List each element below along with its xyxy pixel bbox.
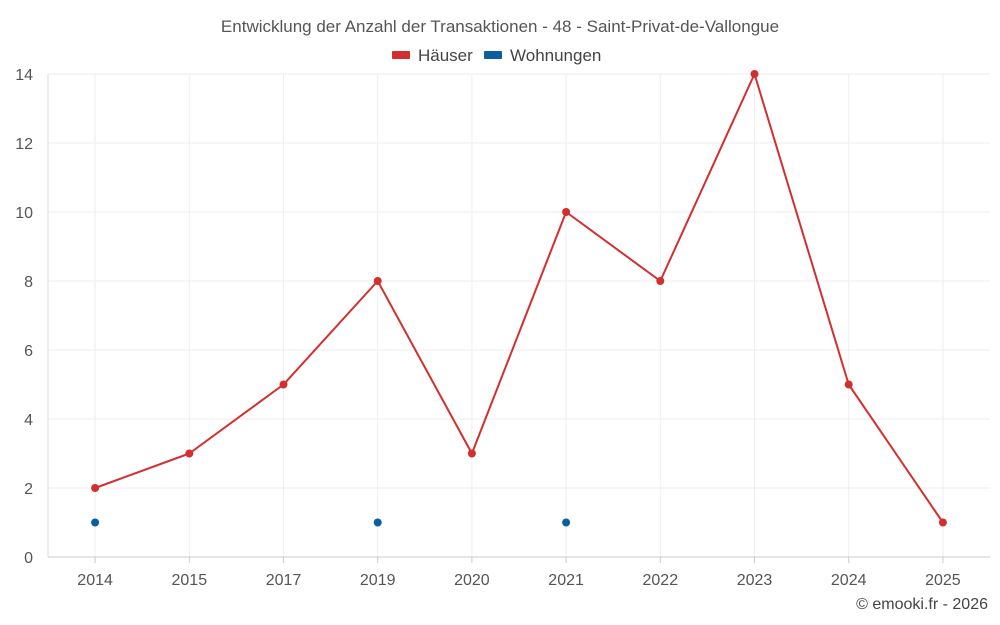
series-layer xyxy=(91,70,947,527)
legend-item-wohnungen[interactable]: Wohnungen xyxy=(484,46,601,65)
legend-label-haeuser: Häuser xyxy=(418,46,473,65)
data-point-wohnungen-2021[interactable] xyxy=(562,518,571,527)
legend-label-wohnungen: Wohnungen xyxy=(510,46,601,65)
y-tick-label-2: 2 xyxy=(24,481,33,498)
y-tick-label-6: 6 xyxy=(24,343,33,360)
y-tick-label-12: 12 xyxy=(15,136,33,153)
grid-lines xyxy=(48,73,990,557)
x-tick-label-2017: 2017 xyxy=(266,572,302,589)
series-wohnungen xyxy=(91,518,571,527)
y-tick-label-10: 10 xyxy=(15,205,33,222)
data-point-haeuser-2022[interactable] xyxy=(656,277,665,285)
data-point-haeuser-2014[interactable] xyxy=(91,484,100,492)
data-point-wohnungen-2014[interactable] xyxy=(91,518,100,527)
x-tick-label-2015: 2015 xyxy=(172,572,208,589)
data-point-haeuser-2020[interactable] xyxy=(467,449,476,458)
y-tick-label-14: 14 xyxy=(15,67,33,84)
x-tick-label-2019: 2019 xyxy=(360,572,396,589)
series-haeuser xyxy=(91,70,947,527)
data-point-wohnungen-2019[interactable] xyxy=(373,518,382,527)
legend: Häuser Wohnungen xyxy=(392,46,601,65)
x-tick-label-2023: 2023 xyxy=(737,572,773,589)
y-axis-tick-labels: 0 2 4 6 8 10 12 14 xyxy=(15,67,33,567)
data-point-haeuser-2024[interactable] xyxy=(844,380,853,389)
data-point-haeuser-2017[interactable] xyxy=(279,380,288,389)
x-tick-label-2024: 2024 xyxy=(831,572,867,589)
y-tick-label-8: 8 xyxy=(24,274,33,291)
x-tick-label-2020: 2020 xyxy=(454,572,490,589)
y-tick-label-4: 4 xyxy=(24,412,33,429)
x-tick-label-2025: 2025 xyxy=(925,572,961,589)
x-tick-label-2014: 2014 xyxy=(77,572,113,589)
series-line-haeuser xyxy=(94,73,944,524)
data-point-haeuser-2023[interactable] xyxy=(750,70,759,78)
data-point-haeuser-2021[interactable] xyxy=(562,208,571,216)
data-point-haeuser-2025[interactable] xyxy=(938,518,947,527)
data-point-haeuser-2015[interactable] xyxy=(185,449,194,458)
x-axis-tick-labels: 2014 2015 2017 2019 2020 2021 2022 2023 2024 2025 xyxy=(77,572,960,589)
y-tick-label-0: 0 xyxy=(24,550,33,567)
x-tick-label-2021: 2021 xyxy=(548,572,584,589)
legend-swatch-haeuser xyxy=(392,51,410,59)
data-point-haeuser-2019[interactable] xyxy=(373,277,382,285)
copyright-text: © emooki.fr - 2026 xyxy=(856,596,988,613)
legend-swatch-wohnungen xyxy=(484,51,502,59)
axes xyxy=(47,74,990,563)
chart-title: Entwicklung der Anzahl der Transaktionen… xyxy=(221,17,779,36)
x-tick-label-2022: 2022 xyxy=(643,572,679,589)
legend-item-haeuser[interactable]: Häuser xyxy=(392,46,473,65)
